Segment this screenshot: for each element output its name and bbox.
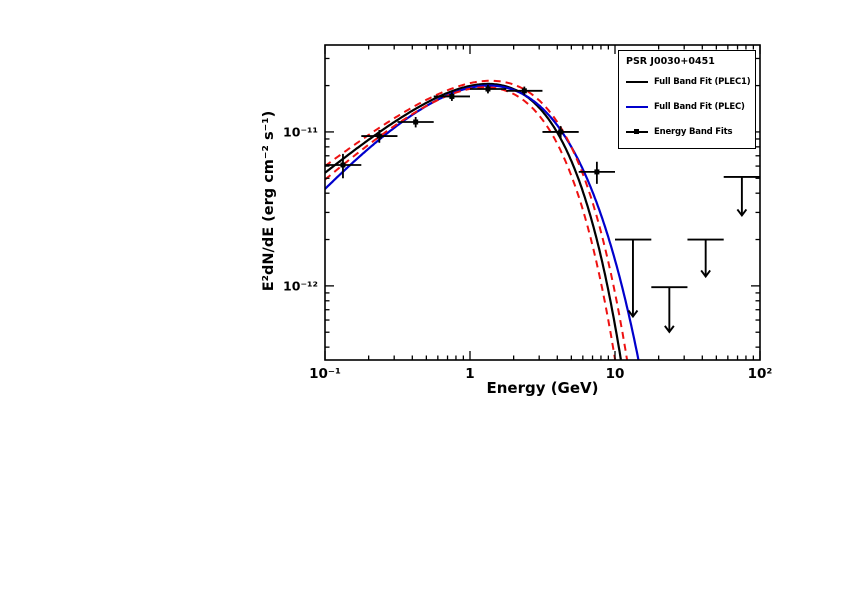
legend-entry-plec: Full Band Fit (PLEC)	[619, 94, 755, 119]
x-tick-label: 1	[465, 366, 474, 382]
legend-entry-band-fits: Energy Band Fits	[619, 119, 755, 144]
legend-label-band-fits: Energy Band Fits	[654, 126, 733, 137]
fit-curves	[325, 79, 640, 360]
y-axis-title: E²dN/dE (erg cm⁻² s⁻¹)	[261, 110, 277, 292]
legend: PSR J0030+0451 Full Band Fit (PLEC1) Ful…	[618, 50, 756, 149]
legend-title: PSR J0030+0451	[626, 56, 715, 67]
down-arrow-icon	[700, 269, 711, 279]
data-point-marker	[376, 133, 382, 139]
y-tick-label: 10⁻¹²	[283, 278, 318, 293]
data-point-marker	[594, 169, 600, 175]
data-point-marker	[558, 129, 564, 135]
legend-label-plec: Full Band Fit (PLEC)	[654, 101, 745, 112]
x-tick-label: 10⁻¹	[309, 366, 341, 382]
data-point-marker	[521, 88, 527, 94]
plec1-line-sample	[626, 76, 648, 88]
down-arrow-icon	[664, 325, 675, 334]
square-marker-icon	[634, 129, 639, 134]
data-point-marker	[340, 162, 346, 168]
upper-limits	[615, 175, 760, 334]
x-axis-title: Energy (GeV)	[486, 379, 599, 397]
line-swatch	[626, 80, 648, 83]
energy-band-points	[325, 84, 615, 184]
down-arrow-icon	[736, 208, 748, 218]
axes	[324, 44, 761, 361]
plec-line-sample	[626, 101, 648, 113]
tick-labels: 10⁻¹ 1 10 10² 10⁻¹¹ 10⁻¹²	[283, 124, 772, 382]
data-point-marker	[449, 93, 455, 99]
data-point-marker	[413, 119, 419, 125]
y-tick-label: 10⁻¹¹	[283, 124, 318, 139]
legend-label-plec1: Full Band Fit (PLEC1)	[654, 76, 751, 87]
plot-frame	[324, 44, 761, 361]
down-arrow-icon	[627, 309, 639, 319]
data-point-marker	[485, 86, 491, 92]
legend-entry-plec1: Full Band Fit (PLEC1)	[619, 69, 755, 94]
full-band-fit-plec1	[325, 82, 623, 360]
x-tick-label: 10	[606, 366, 625, 382]
line-swatch	[626, 105, 648, 108]
x-tick-label: 10²	[748, 366, 773, 382]
band-fit-marker-sample	[626, 126, 648, 138]
plec1-uncertainty-lower	[325, 86, 617, 360]
plec1-uncertainty-upper	[325, 79, 629, 360]
